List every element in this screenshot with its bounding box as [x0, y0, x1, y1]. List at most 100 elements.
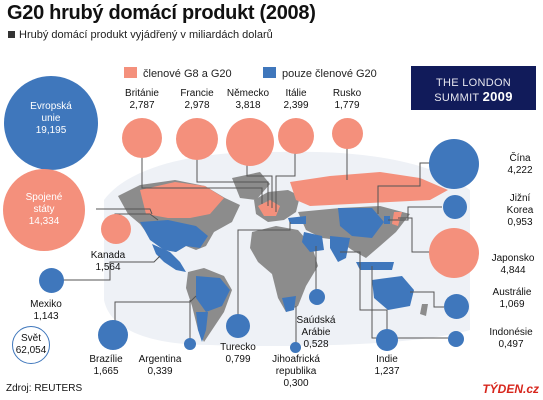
- turecko-value: 0,799: [225, 354, 251, 365]
- australie-name: Austrálie: [492, 287, 532, 298]
- nemecko-value: 3,818: [235, 100, 261, 111]
- korea-name-line1: Jižní: [509, 193, 531, 204]
- logo-word: SUMMIT: [434, 92, 480, 104]
- nemecko-circle: [226, 118, 274, 166]
- map-korea: [384, 216, 390, 224]
- world-label: Svět 62,054: [13, 333, 49, 357]
- map-saudi-arabia: [302, 232, 324, 252]
- connector-line: [114, 295, 197, 325]
- map-new-zealand: [420, 304, 428, 316]
- britanie-circle: [122, 118, 162, 158]
- nemecko-label: Německo 3,818: [222, 88, 274, 112]
- connector-line: [377, 162, 432, 214]
- australie-label: Austrálie 1,069: [486, 287, 538, 311]
- italie-circle: [278, 118, 314, 154]
- cina-label: Čína 4,222: [500, 153, 540, 177]
- jar-value: 0,300: [283, 378, 309, 389]
- map-china: [338, 208, 384, 238]
- legend-g8-label: členové G8 a G20: [143, 68, 232, 80]
- world-value: 62,054: [15, 345, 47, 356]
- usa-label: Spojené státy 14,334: [3, 192, 85, 228]
- legend-blue-swatch-icon: [263, 67, 276, 78]
- legend-g20: pouze členové G20: [263, 67, 377, 80]
- francie-value: 2,978: [184, 100, 210, 111]
- mexiko-value: 1,143: [33, 311, 59, 322]
- logo-line2: SUMMIT 2009: [411, 89, 536, 104]
- indonesie-label: Indonésie 0,497: [484, 327, 538, 351]
- connector-line: [410, 291, 444, 308]
- indie-circle: [376, 329, 398, 351]
- eu-label: Evropská unie 19,195: [4, 101, 98, 137]
- connector-line: [388, 206, 442, 221]
- mexiko-name: Mexiko: [30, 299, 62, 310]
- map-usa: [140, 220, 208, 252]
- map-india: [330, 236, 350, 262]
- australie-circle: [444, 294, 469, 319]
- japonsko-label: Japonsko 4,844: [488, 253, 538, 277]
- indie-name: Indie: [376, 354, 398, 365]
- kanada-name: Kanada: [90, 250, 126, 261]
- saudska-name-line1: Saúdská: [296, 315, 336, 326]
- cina-value: 4,222: [507, 165, 533, 176]
- francie-circle: [176, 118, 218, 160]
- bullet-square-icon: [8, 31, 15, 38]
- rusko-label: Rusko 1,779: [327, 88, 367, 112]
- connector-line: [371, 266, 448, 339]
- subtitle-text: Hrubý domácí produkt vyjádřený v miliard…: [19, 29, 273, 41]
- argentina-label: Argentina 0,339: [136, 354, 184, 378]
- brazilie-label: Brazílie 1,665: [84, 354, 128, 378]
- map-mexico: [152, 244, 186, 272]
- korea-circle: [443, 195, 467, 219]
- map-canada: [140, 182, 224, 218]
- brazilie-circle: [98, 320, 128, 350]
- kanada-label: Kanada 1,564: [88, 250, 128, 274]
- mexiko-circle: [39, 268, 64, 293]
- indie-label: Indie 1,237: [369, 354, 405, 378]
- korea-label: Jižní Korea 0,953: [500, 193, 540, 229]
- usa-name-line1: Spojené: [25, 192, 63, 203]
- jar-name-line2: republika: [275, 366, 317, 377]
- argentina-value: 0,339: [147, 366, 173, 377]
- map-argentina: [196, 312, 208, 342]
- legend-pink-swatch-icon: [124, 67, 137, 78]
- japonsko-value: 4,844: [500, 265, 526, 276]
- rusko-circle: [332, 118, 363, 149]
- connector-line: [237, 222, 291, 316]
- subtitle: Hrubý domácí produkt vyjádřený v miliard…: [8, 29, 273, 41]
- japonsko-circle: [429, 228, 479, 278]
- saudska-circle: [309, 289, 325, 305]
- connector-line: [398, 217, 430, 253]
- logo-line1: THE LONDON: [435, 77, 512, 89]
- eu-name-line1: Evropská: [30, 101, 72, 112]
- cina-circle: [429, 139, 479, 189]
- connector-line: [340, 251, 388, 331]
- map-australia: [372, 276, 414, 310]
- eu-value: 19,195: [35, 125, 67, 136]
- usa-value: 14,334: [28, 216, 60, 227]
- world-name: Svět: [20, 333, 41, 344]
- indonesie-circle: [448, 331, 464, 347]
- london-summit-logo: THE LONDON SUMMIT 2009: [411, 66, 536, 110]
- map-indonesia: [356, 262, 394, 270]
- connector-line: [275, 148, 296, 212]
- connector-line: [96, 208, 153, 215]
- connector-line: [141, 155, 263, 204]
- map-europe-members: [258, 200, 280, 216]
- argentina-name: Argentina: [138, 354, 182, 365]
- nemecko-name: Německo: [226, 88, 270, 99]
- source-note: Zdroj: REUTERS: [6, 383, 83, 394]
- usa-name-line2: státy: [33, 204, 55, 215]
- saudska-name-line2: Arábie: [301, 327, 331, 338]
- cina-name: Čína: [509, 153, 531, 164]
- connector-line: [196, 155, 269, 206]
- indonesie-name: Indonésie: [489, 327, 533, 338]
- connector-line: [246, 156, 273, 208]
- map-africa: [250, 226, 318, 312]
- logo-year: 2009: [482, 89, 513, 104]
- map-russia: [290, 172, 448, 206]
- francie-name: Francie: [180, 88, 214, 99]
- rusko-value: 1,779: [334, 100, 360, 111]
- jar-circle: [290, 342, 301, 353]
